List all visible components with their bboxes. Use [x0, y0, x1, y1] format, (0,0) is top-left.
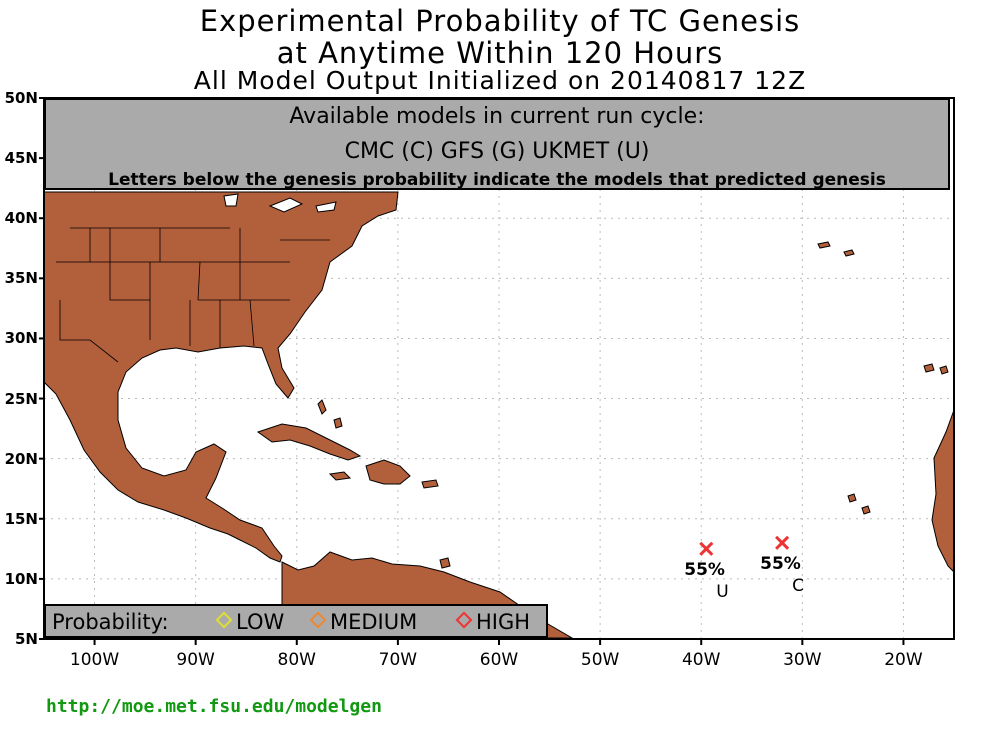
model-info-line-1: Available models in current run cycle: [289, 104, 705, 129]
lat-label: 15N [4, 509, 38, 528]
legend-title: Probability: [52, 610, 169, 634]
model-info-line-3: Letters below the genesis probability in… [108, 170, 886, 190]
lon-label: 70W [378, 650, 418, 670]
genesis-probability-label: 55% [760, 553, 801, 574]
lon-label: 50W [580, 650, 620, 670]
lon-label: 80W [277, 650, 316, 670]
land-jamaica [328, 471, 352, 481]
source-url[interactable]: http://moe.met.fsu.edu/modelgen [46, 696, 382, 717]
legend-high: HIGH [476, 610, 531, 634]
lat-label: 50N [4, 89, 38, 107]
land-africa [931, 409, 955, 574]
land-bahamas [317, 399, 343, 429]
lat-label: 5N [15, 630, 38, 648]
title-line-1: Experimental Probability of TC Genesis [199, 4, 801, 38]
land-trinidad [439, 557, 451, 569]
high-diamond-icon [455, 611, 473, 629]
land-hispaniola [365, 459, 411, 485]
lat-label: 35N [4, 269, 38, 288]
title-line-2: at Anytime Within 120 Hours [276, 36, 724, 70]
lat-label: 45N [4, 149, 38, 168]
model-info-box: Available models in current run cycle: C… [44, 98, 950, 190]
lat-label: 25N [4, 389, 38, 408]
title-line-3: All Model Output Initialized on 20140817… [193, 66, 807, 95]
probability-legend: Probability: LOW MEDIUM HIGH [44, 604, 548, 638]
lat-label: 20N [4, 449, 38, 468]
lon-label: 100W [69, 650, 120, 670]
lon-label: 30W [783, 650, 822, 670]
lon-label: 40W [681, 650, 721, 670]
axis-ticks [39, 97, 905, 645]
land-puerto-rico [421, 479, 439, 489]
medium-diamond-icon [309, 611, 327, 629]
land-azores [817, 241, 855, 257]
lat-label: 40N [4, 209, 38, 228]
land-cuba [256, 423, 362, 461]
genesis-markers [699, 535, 790, 556]
genesis-models-label: C [792, 575, 804, 596]
great-lakes [223, 193, 337, 213]
land-north-america [43, 191, 399, 563]
lat-label: 10N [4, 569, 38, 588]
legend-medium: MEDIUM [330, 610, 418, 634]
lon-label: 20W [884, 650, 923, 670]
lon-label: 60W [479, 650, 519, 670]
legend-low: LOW [236, 610, 285, 634]
genesis-marker-x-icon [775, 535, 790, 550]
land-cape-verde [847, 493, 871, 515]
lat-label: 30N [4, 329, 38, 348]
genesis-probability-label: 55% [684, 559, 725, 580]
land-canary [923, 363, 949, 375]
model-info-line-2: CMC (C) GFS (G) UKMET (U) [344, 139, 650, 164]
low-diamond-icon [215, 611, 233, 629]
lon-label: 90W [176, 650, 215, 670]
genesis-models-label: U [716, 581, 729, 602]
genesis-marker-x-icon [699, 541, 714, 556]
